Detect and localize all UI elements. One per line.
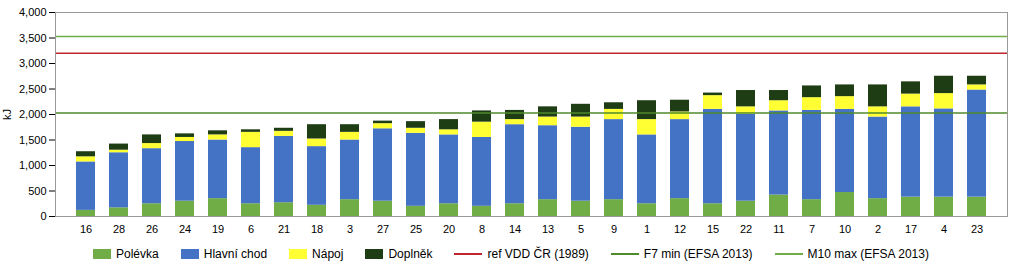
svg-text:kJ: kJ: [1, 109, 13, 120]
svg-text:22: 22: [740, 223, 752, 235]
svg-text:0: 0: [40, 210, 46, 222]
svg-text:1: 1: [644, 223, 650, 235]
svg-text:17: 17: [905, 223, 917, 235]
svg-text:12: 12: [674, 223, 686, 235]
svg-text:15: 15: [707, 223, 719, 235]
svg-text:3,000: 3,000: [19, 57, 47, 69]
svg-text:18: 18: [311, 223, 323, 235]
html-text:F7 min (EFSA 2013): F7 min (EFSA 2013): [643, 247, 753, 261]
svg-text:4: 4: [941, 223, 947, 235]
html-text:Polévka: Polévka: [116, 247, 159, 261]
svg-text:23: 23: [971, 223, 983, 235]
svg-text:28: 28: [113, 223, 125, 235]
svg-text:2,500: 2,500: [19, 83, 47, 95]
svg-text:500: 500: [28, 185, 46, 197]
svg-text:27: 27: [377, 223, 389, 235]
svg-text:4,000: 4,000: [19, 6, 47, 18]
svg-text:7: 7: [809, 223, 815, 235]
svg-text:26: 26: [146, 223, 158, 235]
svg-text:8: 8: [479, 223, 485, 235]
svg-text:3: 3: [347, 223, 353, 235]
svg-text:14: 14: [509, 223, 521, 235]
svg-text:19: 19: [212, 223, 224, 235]
svg-text:2,000: 2,000: [19, 108, 47, 120]
svg-text:25: 25: [410, 223, 422, 235]
html-text:Doplněk: Doplněk: [388, 247, 433, 261]
svg-text:9: 9: [611, 223, 617, 235]
svg-text:3,500: 3,500: [19, 32, 47, 44]
html-text:ref VDD ČR (1989): ref VDD ČR (1989): [487, 247, 589, 261]
html-text:Hlavní chod: Hlavní chod: [203, 247, 268, 261]
svg-text:11: 11: [773, 223, 784, 235]
svg-text:16: 16: [80, 223, 92, 235]
svg-text:5: 5: [578, 223, 584, 235]
svg-text:20: 20: [443, 223, 455, 235]
svg-text:1,000: 1,000: [19, 159, 47, 171]
html-text:Nápoj: Nápoj: [312, 247, 344, 261]
svg-text:1,500: 1,500: [19, 134, 47, 146]
svg-text:24: 24: [179, 223, 191, 235]
svg-text:21: 21: [278, 223, 290, 235]
svg-text:6: 6: [248, 223, 254, 235]
svg-text:13: 13: [542, 223, 554, 235]
svg-text:2: 2: [875, 223, 881, 235]
svg-text:10: 10: [839, 223, 851, 235]
html-text:M10 max (EFSA 2013): M10 max (EFSA 2013): [807, 247, 929, 261]
